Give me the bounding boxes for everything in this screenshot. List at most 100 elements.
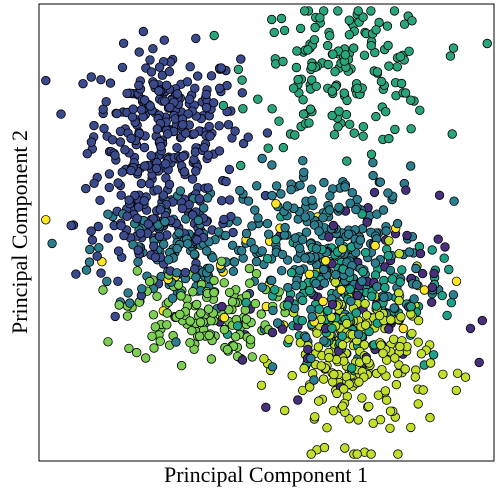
- data-point: [194, 193, 205, 204]
- data-point: [118, 38, 129, 49]
- data-point: [327, 110, 337, 121]
- data-point: [449, 196, 459, 206]
- data-point: [415, 248, 426, 259]
- data-point: [448, 290, 459, 300]
- data-point: [446, 298, 457, 308]
- data-point: [167, 293, 178, 304]
- data-point: [146, 150, 156, 161]
- data-point: [185, 61, 195, 72]
- data-point: [427, 245, 437, 255]
- data-point: [148, 310, 159, 320]
- plot-area-frame: [38, 3, 495, 462]
- data-point: [347, 187, 358, 198]
- data-point: [323, 59, 333, 70]
- data-point: [92, 251, 102, 261]
- data-point: [256, 380, 267, 391]
- data-point: [192, 71, 203, 81]
- data-point: [71, 269, 81, 279]
- data-point: [177, 203, 188, 214]
- data-point: [353, 415, 364, 425]
- data-point: [235, 185, 245, 196]
- data-point: [427, 282, 438, 293]
- data-point: [313, 342, 324, 352]
- data-point: [152, 185, 163, 195]
- data-point: [327, 299, 338, 310]
- data-point: [134, 80, 144, 91]
- data-point: [366, 449, 376, 459]
- data-point: [262, 128, 273, 138]
- data-point: [445, 51, 456, 61]
- data-point: [156, 141, 166, 152]
- data-point: [191, 33, 201, 44]
- data-point: [95, 195, 105, 206]
- data-point: [427, 297, 437, 308]
- data-point: [147, 331, 157, 342]
- data-point: [216, 256, 227, 267]
- data-point: [180, 267, 191, 278]
- data-point: [113, 246, 124, 256]
- data-point: [442, 310, 452, 321]
- data-point: [377, 365, 387, 375]
- data-point: [295, 180, 305, 191]
- data-point: [264, 229, 274, 239]
- data-point: [201, 246, 212, 256]
- data-point: [274, 116, 284, 126]
- data-point: [366, 40, 376, 51]
- data-point: [391, 379, 402, 390]
- data-point: [205, 131, 215, 141]
- data-point: [353, 6, 363, 16]
- data-point: [209, 287, 219, 298]
- data-point: [135, 228, 146, 239]
- data-point: [189, 264, 200, 274]
- data-point: [321, 256, 331, 266]
- data-point: [299, 6, 310, 16]
- data-point: [217, 301, 227, 312]
- data-point: [327, 323, 337, 334]
- data-point: [164, 66, 175, 77]
- data-point: [127, 112, 138, 122]
- data-point: [176, 291, 186, 301]
- data-point: [383, 40, 393, 51]
- data-point: [187, 326, 197, 336]
- data-point: [311, 278, 321, 289]
- data-point: [267, 14, 277, 25]
- data-point: [390, 353, 400, 363]
- data-point: [355, 235, 366, 245]
- data-point: [384, 133, 394, 144]
- data-point: [158, 239, 169, 250]
- data-point: [357, 276, 367, 286]
- data-point: [160, 216, 170, 227]
- data-point: [102, 276, 112, 287]
- data-point: [229, 257, 240, 267]
- data-point: [306, 353, 316, 364]
- data-point: [367, 291, 377, 302]
- data-point: [86, 137, 97, 147]
- data-point: [259, 354, 269, 364]
- data-point: [353, 329, 364, 340]
- data-point: [132, 266, 143, 276]
- data-point: [360, 299, 370, 309]
- data-point: [232, 216, 242, 226]
- data-point: [216, 195, 227, 206]
- data-point: [384, 324, 394, 334]
- data-point: [190, 147, 201, 157]
- data-point: [136, 104, 147, 115]
- data-point: [413, 315, 424, 326]
- data-point: [160, 96, 170, 107]
- data-point: [139, 95, 150, 105]
- data-point: [219, 324, 230, 335]
- data-point: [400, 364, 410, 374]
- data-point: [340, 50, 351, 60]
- data-point: [438, 369, 448, 380]
- data-point: [244, 278, 255, 288]
- data-point: [371, 301, 382, 311]
- data-point: [460, 372, 471, 382]
- data-point: [389, 334, 399, 345]
- data-point: [297, 315, 307, 326]
- data-point: [336, 285, 347, 295]
- data-point: [139, 196, 149, 206]
- data-point: [307, 75, 317, 85]
- data-point: [208, 253, 218, 263]
- data-point: [253, 94, 263, 104]
- data-point: [324, 352, 334, 363]
